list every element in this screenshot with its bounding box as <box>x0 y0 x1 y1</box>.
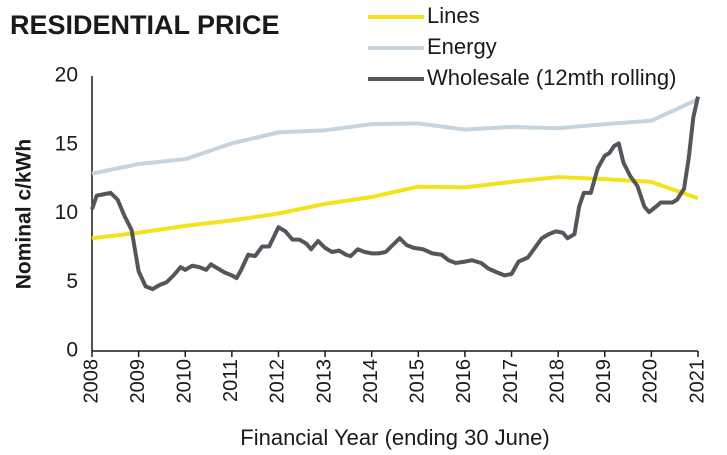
x-tick-label: 2020 <box>640 359 662 404</box>
series-line <box>91 175 699 241</box>
chart-title: RESIDENTIAL PRICE <box>10 10 280 40</box>
legend-label: Energy <box>427 34 497 59</box>
x-tick-label: 2019 <box>593 359 615 404</box>
series-line <box>90 96 700 292</box>
x-axis-label: Financial Year (ending 30 June) <box>240 425 549 450</box>
y-tick-label: 15 <box>55 132 78 155</box>
x-tick-label: 2016 <box>453 359 475 404</box>
x-tick-label: 2017 <box>500 359 522 404</box>
legend-label: Wholesale (12mth rolling) <box>427 65 676 90</box>
x-tick-label: 2008 <box>80 359 102 404</box>
x-tick-label: 2011 <box>220 359 242 402</box>
legend-label: Lines <box>427 3 480 28</box>
y-axis-label: Nominal c/kWh <box>13 139 36 290</box>
x-tick-label: 2014 <box>360 359 382 404</box>
y-tick-label: 20 <box>55 64 78 87</box>
x-tick-label: 2021 <box>686 359 708 404</box>
x-tick-label: 2018 <box>546 359 568 404</box>
x-tick-label: 2010 <box>174 359 196 404</box>
y-tick-label: 5 <box>66 270 78 293</box>
x-tick-label: 2013 <box>313 359 335 404</box>
y-tick-label: 10 <box>55 201 78 224</box>
y-tick-label: 0 <box>66 339 78 362</box>
x-tick-label: 2012 <box>267 359 289 404</box>
x-tick-label: 2015 <box>407 359 429 404</box>
x-tick-label: 2009 <box>127 359 149 404</box>
series-line <box>91 97 699 176</box>
